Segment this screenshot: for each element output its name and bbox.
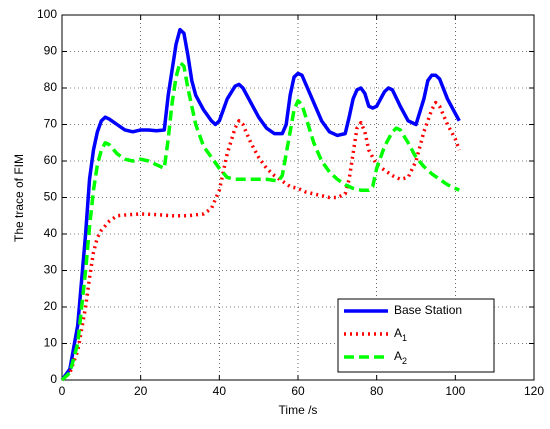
y-tick-label: 30 bbox=[44, 263, 58, 277]
series-line bbox=[60, 27, 461, 382]
x-tick-label: 40 bbox=[213, 384, 227, 398]
legend-label: Base Station bbox=[394, 303, 462, 317]
y-axis-label: The trace of FIM bbox=[12, 154, 26, 242]
x-tick-label: 100 bbox=[445, 384, 465, 398]
legend-label: A1 bbox=[394, 326, 407, 343]
legend-label-main: A bbox=[394, 326, 402, 340]
y-tick-label: 20 bbox=[44, 299, 58, 313]
legend-label-main: A bbox=[394, 349, 402, 363]
plot-frame bbox=[61, 14, 535, 381]
y-tick-label: 90 bbox=[44, 44, 58, 58]
y-tick-label: 10 bbox=[44, 336, 58, 350]
x-tick-label: 80 bbox=[370, 384, 384, 398]
y-tick-label: 70 bbox=[44, 117, 58, 131]
y-tick-label: 50 bbox=[44, 190, 58, 204]
x-axis-label: Time /s bbox=[279, 403, 318, 417]
legend-label-sub: 1 bbox=[402, 333, 407, 343]
x-tick-label: 0 bbox=[59, 384, 66, 398]
x-tick-label: 20 bbox=[134, 384, 148, 398]
legend-label-sub: 2 bbox=[402, 356, 407, 366]
y-tick-label: 80 bbox=[44, 80, 58, 94]
legend-label: A2 bbox=[394, 349, 407, 366]
y-tick-label: 0 bbox=[50, 372, 57, 386]
series-line bbox=[60, 60, 461, 382]
y-tick-label: 60 bbox=[44, 153, 58, 167]
x-tick-label: 60 bbox=[291, 384, 305, 398]
y-tick-label: 40 bbox=[44, 226, 58, 240]
x-tick-label: 120 bbox=[524, 384, 544, 398]
y-tick-label: 100 bbox=[37, 7, 57, 21]
